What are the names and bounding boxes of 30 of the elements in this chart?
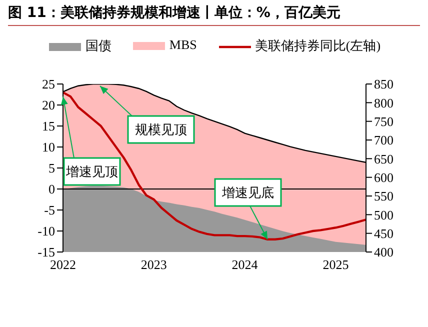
x-tick-label: 2025 [322,257,349,272]
y2-tick-label: 600 [374,170,394,185]
y-tick-label: 0 [48,182,55,197]
annotation: 增速见顶 [65,164,118,179]
y-tick-label: 10 [42,140,55,155]
y-tick-label: -5 [44,202,55,218]
y-tick-label: -10 [38,224,55,239]
y-tick-label: 20 [42,98,55,113]
y-tick-label: -15 [38,244,55,260]
x-tick-label: 2023 [140,257,167,272]
x-tick-label: 2022 [50,257,76,272]
y2-tick-label: 500 [374,207,394,222]
y2-tick-label: 750 [374,114,394,129]
y2-tick-label: 650 [374,151,394,166]
annotation: 增速见底 [221,185,274,200]
y-tick-label: 15 [42,118,55,134]
y2-tick-label: 450 [374,226,394,241]
y2-tick-label: 400 [374,244,394,260]
y-tick-label: 5 [48,160,55,176]
y2-tick-label: 800 [374,95,394,110]
y2-tick-label: 550 [374,188,394,204]
legend-label: 国债 [84,37,112,55]
legend-label: MBS [168,37,197,54]
chart-title: 图 11：美联储持券规模和增速丨单位：%，百亿美元 [8,4,420,26]
annotation: 规模见顶 [135,122,187,137]
legend-label: 美联储持券同比(左轴) [254,37,381,55]
y2-tick-label: 700 [374,132,394,148]
y2-tick-label: 850 [374,76,394,92]
x-tick-label: 2024 [232,257,258,272]
y-tick-label: 25 [42,76,55,92]
